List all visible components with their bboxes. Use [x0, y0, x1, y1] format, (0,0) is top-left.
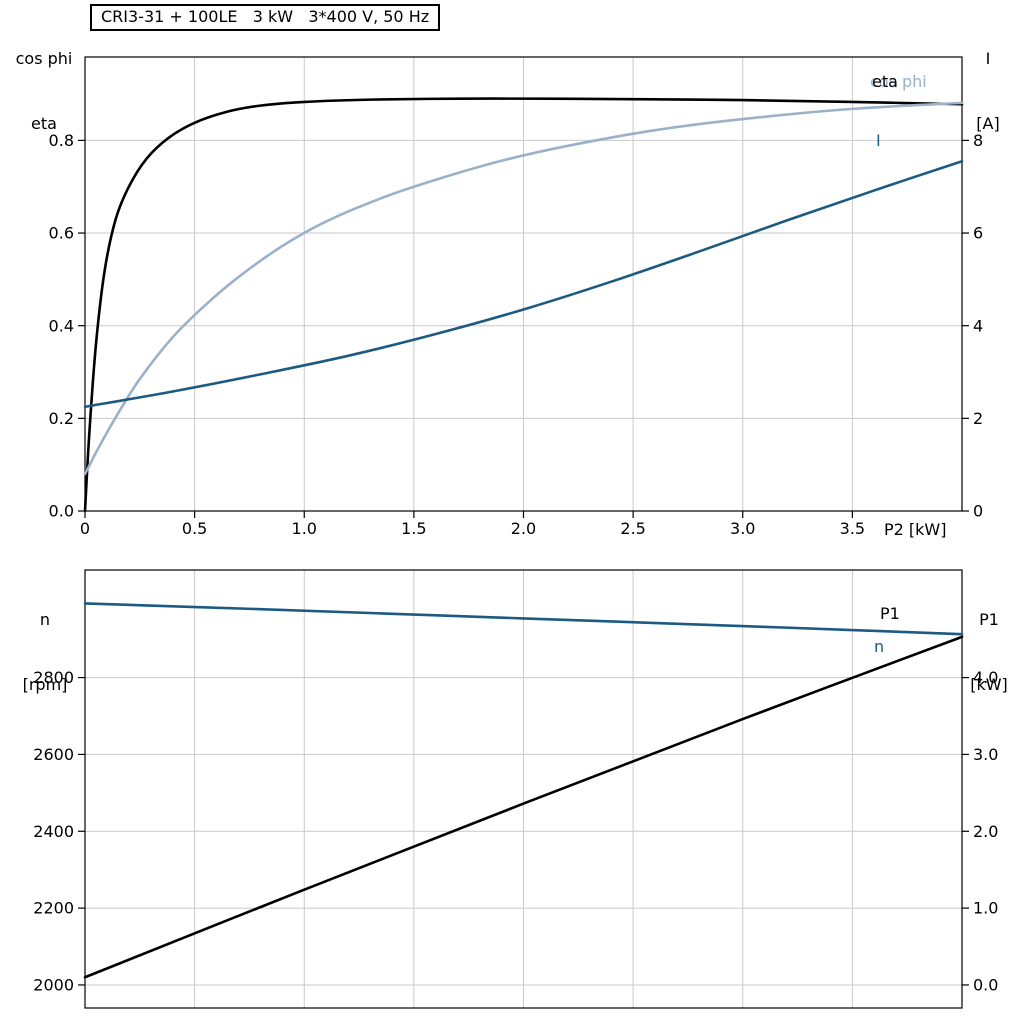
left-tick-label: 2200 [33, 899, 74, 918]
axis-title-line: [kW] [970, 674, 1008, 694]
p1-curve-label: P1 [880, 604, 900, 623]
axis-title-line: I [985, 49, 991, 69]
x-tick-label: 2.5 [620, 519, 645, 538]
cos-phi-curve-label: cos phi [870, 72, 927, 91]
right-tick-label: 0 [973, 502, 983, 521]
top-left-axis-title: cos phi eta [6, 5, 82, 178]
left-tick-label: 0.4 [49, 316, 74, 335]
left-tick-label: 0.6 [49, 224, 74, 243]
axis-title-line: P1 [979, 610, 999, 630]
right-tick-label: 2 [973, 409, 983, 428]
left-tick-label: 2600 [33, 745, 74, 764]
right-tick-label: 0.0 [973, 976, 998, 995]
x-tick-label: 2.0 [511, 519, 536, 538]
right-tick-label: 4.0 [973, 668, 998, 687]
bottom-left-axis-title: n [rpm] [12, 566, 78, 739]
series-curve-eta [83, 97, 964, 513]
left-tick-label: 0.0 [49, 502, 74, 521]
right-tick-label: 6 [973, 224, 983, 243]
bottom-right-axis-title: P1 [kW] [960, 566, 1018, 739]
series-curve-I [83, 159, 964, 409]
right-tick-label: 3.0 [973, 745, 998, 764]
right-tick-label: 8 [973, 131, 983, 150]
chart-title-box: CRI3-31 + 100LE 3 kW 3*400 V, 50 Hz [90, 4, 441, 31]
series-curve-n [83, 602, 964, 636]
bottom-chart-plot: 2000 2200 2400 2600 2800 0.0 1.0 2.0 3.0 4.0 [33, 569, 998, 1009]
axis-title-line: [A] [976, 113, 1000, 133]
left-tick-label: 2000 [33, 976, 74, 995]
x-axis-title: P2 [kW] [884, 520, 947, 539]
top-chart-plot: 0.0 0.2 0.4 0.6 0.8 0 2 4 6 8 0 0.5 1.0 1.5 2.0 2.5 3.0 3… [49, 56, 983, 538]
x-tick-label: 3.0 [730, 519, 755, 538]
current-curve-label: I [876, 131, 881, 150]
n-curve-label: n [874, 637, 885, 656]
x-tick-label: 1.0 [292, 519, 317, 538]
top-right-axis-title: I [A] [960, 5, 1016, 178]
right-tick-label: 1.0 [973, 899, 998, 918]
x-tick-label: 3.5 [840, 519, 865, 538]
left-tick-label: 2800 [33, 668, 74, 687]
left-tick-label: 0.2 [49, 409, 74, 428]
x-tick-label: 0 [80, 519, 90, 538]
left-tick-label: 2400 [33, 822, 74, 841]
right-tick-label: 4 [973, 316, 983, 335]
x-tick-label: 1.5 [401, 519, 426, 538]
eta-curve-label: eta [872, 72, 898, 91]
left-tick-label: 0.8 [49, 131, 74, 150]
axis-title-line: cos phi [15, 49, 73, 69]
right-tick-label: 2.0 [973, 822, 998, 841]
axis-title-line: n [39, 610, 51, 630]
axis-title-line: eta [31, 113, 57, 133]
series-curve-P1 [83, 635, 964, 979]
plot-border [84, 569, 963, 1009]
x-tick-label: 0.5 [182, 519, 207, 538]
axis-title-line: [rpm] [22, 674, 68, 694]
series-curve-cos-phi [83, 101, 964, 476]
